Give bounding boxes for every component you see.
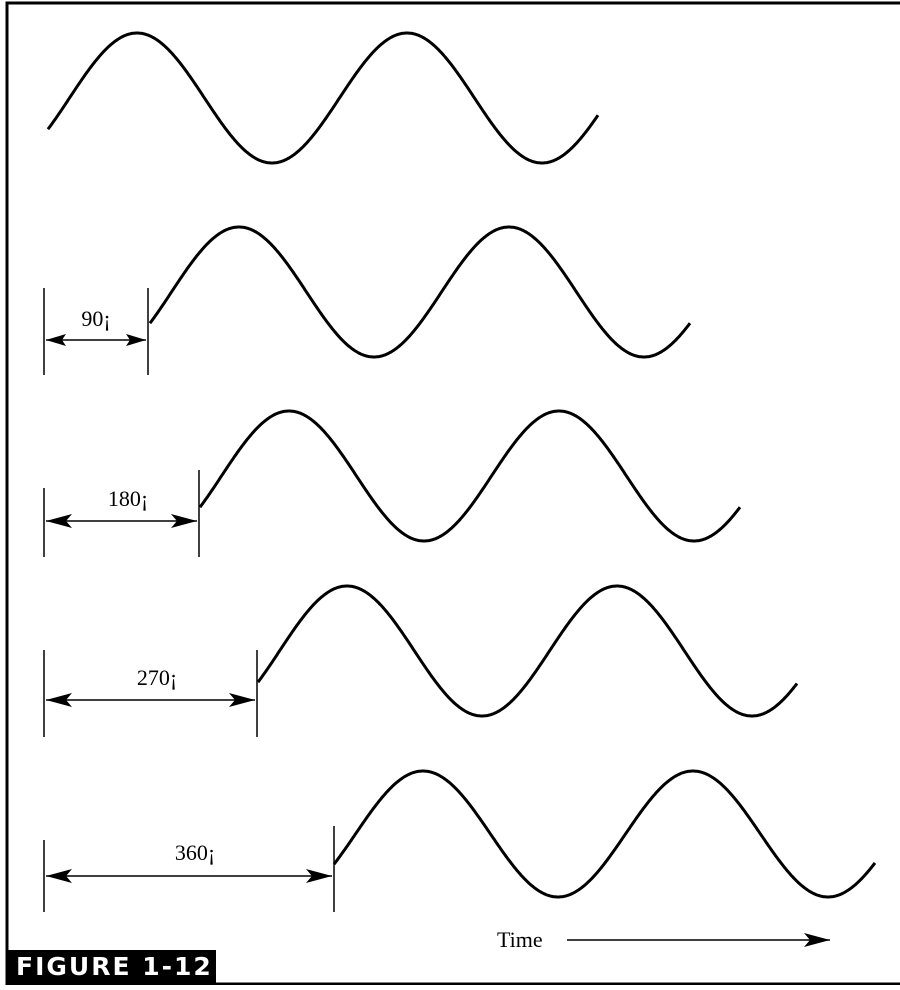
phase-shift-label: 180¡ — [108, 486, 148, 511]
sine-wave-90 — [148, 225, 692, 359]
phase-shift-label: 360¡ — [175, 840, 215, 865]
phase-marker-180: 180¡ — [43, 470, 200, 557]
time-axis: Time — [497, 927, 830, 952]
sine-wave-reference — [46, 31, 600, 165]
phase-shift-label: 270¡ — [137, 665, 177, 690]
sine-wave-180 — [198, 409, 742, 543]
phase-marker-90: 90¡ — [43, 288, 149, 375]
sine-wave-270 — [256, 584, 799, 718]
sine-wave-360 — [332, 769, 877, 899]
time-label: Time — [497, 927, 543, 952]
phase-marker-270: 270¡ — [43, 650, 258, 737]
phase-shift-label: 90¡ — [81, 306, 110, 331]
figure-frame — [5, 1, 900, 986]
figure-label: FIGURE 1-12 — [6, 950, 216, 984]
phase-marker-360: 360¡ — [43, 826, 335, 912]
